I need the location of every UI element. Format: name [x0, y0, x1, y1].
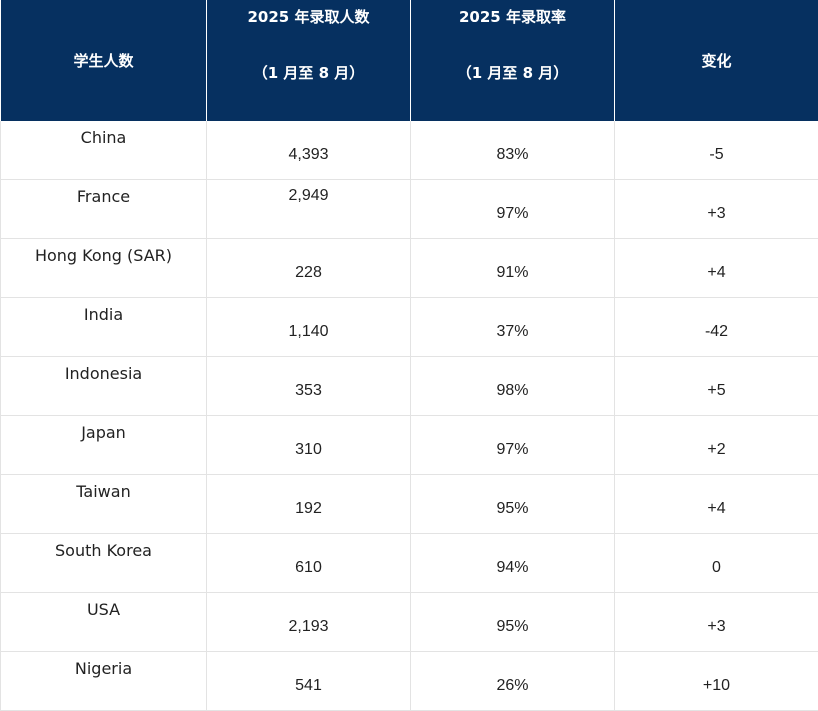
header-student-count: 学生人数 [1, 0, 207, 121]
change-cell: +5 [615, 357, 818, 416]
admissions-cell: 228 [207, 239, 411, 298]
table-row: India 1,140 37% -42 [1, 298, 818, 357]
table-row: Taiwan 192 95% +4 [1, 475, 818, 534]
country-cell: India [1, 298, 207, 357]
admissions-cell: 4,393 [207, 121, 411, 180]
table-row: Indonesia 353 98% +5 [1, 357, 818, 416]
table-row: China 4,393 83% -5 [1, 121, 818, 180]
rate-cell: 83% [411, 121, 615, 180]
header-student-count-label: 学生人数 [1, 50, 206, 71]
change-cell: +4 [615, 475, 818, 534]
change-cell: -5 [615, 121, 818, 180]
table-row: Nigeria 541 26% +10 [1, 652, 818, 711]
country-cell: France [1, 180, 207, 239]
rate-cell: 37% [411, 298, 615, 357]
header-rate-2025: 2025 年录取率 （1 月至 8 月） [411, 0, 615, 121]
change-cell: +4 [615, 239, 818, 298]
change-cell: +2 [615, 416, 818, 475]
table-body: China 4,393 83% -5 France 2,949 97% +3 H… [1, 121, 818, 711]
country-cell: Japan [1, 416, 207, 475]
change-cell: +3 [615, 180, 818, 239]
header-rate-title: 2025 年录取率 [411, 8, 614, 26]
rate-cell: 97% [411, 180, 615, 239]
admissions-cell: 1,140 [207, 298, 411, 357]
rate-cell: 94% [411, 534, 615, 593]
country-cell: Nigeria [1, 652, 207, 711]
header-admissions-period: （1 月至 8 月） [207, 64, 410, 82]
header-row: 学生人数 2025 年录取人数 （1 月至 8 月） 2025 年录取率 （1 … [1, 0, 818, 121]
table-row: USA 2,193 95% +3 [1, 593, 818, 652]
admissions-cell: 353 [207, 357, 411, 416]
table-row: France 2,949 97% +3 [1, 180, 818, 239]
country-cell: Indonesia [1, 357, 207, 416]
country-cell: China [1, 121, 207, 180]
rate-cell: 95% [411, 475, 615, 534]
table-row: Hong Kong (SAR) 228 91% +4 [1, 239, 818, 298]
header-rate-period: （1 月至 8 月） [411, 64, 614, 82]
rate-cell: 95% [411, 593, 615, 652]
header-admissions-title: 2025 年录取人数 [207, 8, 410, 26]
header-change: 变化 [615, 0, 818, 121]
country-cell: Taiwan [1, 475, 207, 534]
country-cell: Hong Kong (SAR) [1, 239, 207, 298]
admissions-cell: 310 [207, 416, 411, 475]
rate-cell: 91% [411, 239, 615, 298]
admissions-cell: 192 [207, 475, 411, 534]
table-header: 学生人数 2025 年录取人数 （1 月至 8 月） 2025 年录取率 （1 … [1, 0, 818, 121]
header-change-label: 变化 [615, 50, 818, 71]
header-admissions-2025: 2025 年录取人数 （1 月至 8 月） [207, 0, 411, 121]
country-cell: South Korea [1, 534, 207, 593]
rate-cell: 97% [411, 416, 615, 475]
rate-cell: 26% [411, 652, 615, 711]
table-row: South Korea 610 94% 0 [1, 534, 818, 593]
admissions-cell: 2,949 [207, 180, 411, 239]
admissions-cell: 610 [207, 534, 411, 593]
table-row: Japan 310 97% +2 [1, 416, 818, 475]
change-cell: 0 [615, 534, 818, 593]
admissions-cell: 541 [207, 652, 411, 711]
country-cell: USA [1, 593, 207, 652]
admissions-cell: 2,193 [207, 593, 411, 652]
change-cell: +3 [615, 593, 818, 652]
rate-cell: 98% [411, 357, 615, 416]
change-cell: -42 [615, 298, 818, 357]
change-cell: +10 [615, 652, 818, 711]
